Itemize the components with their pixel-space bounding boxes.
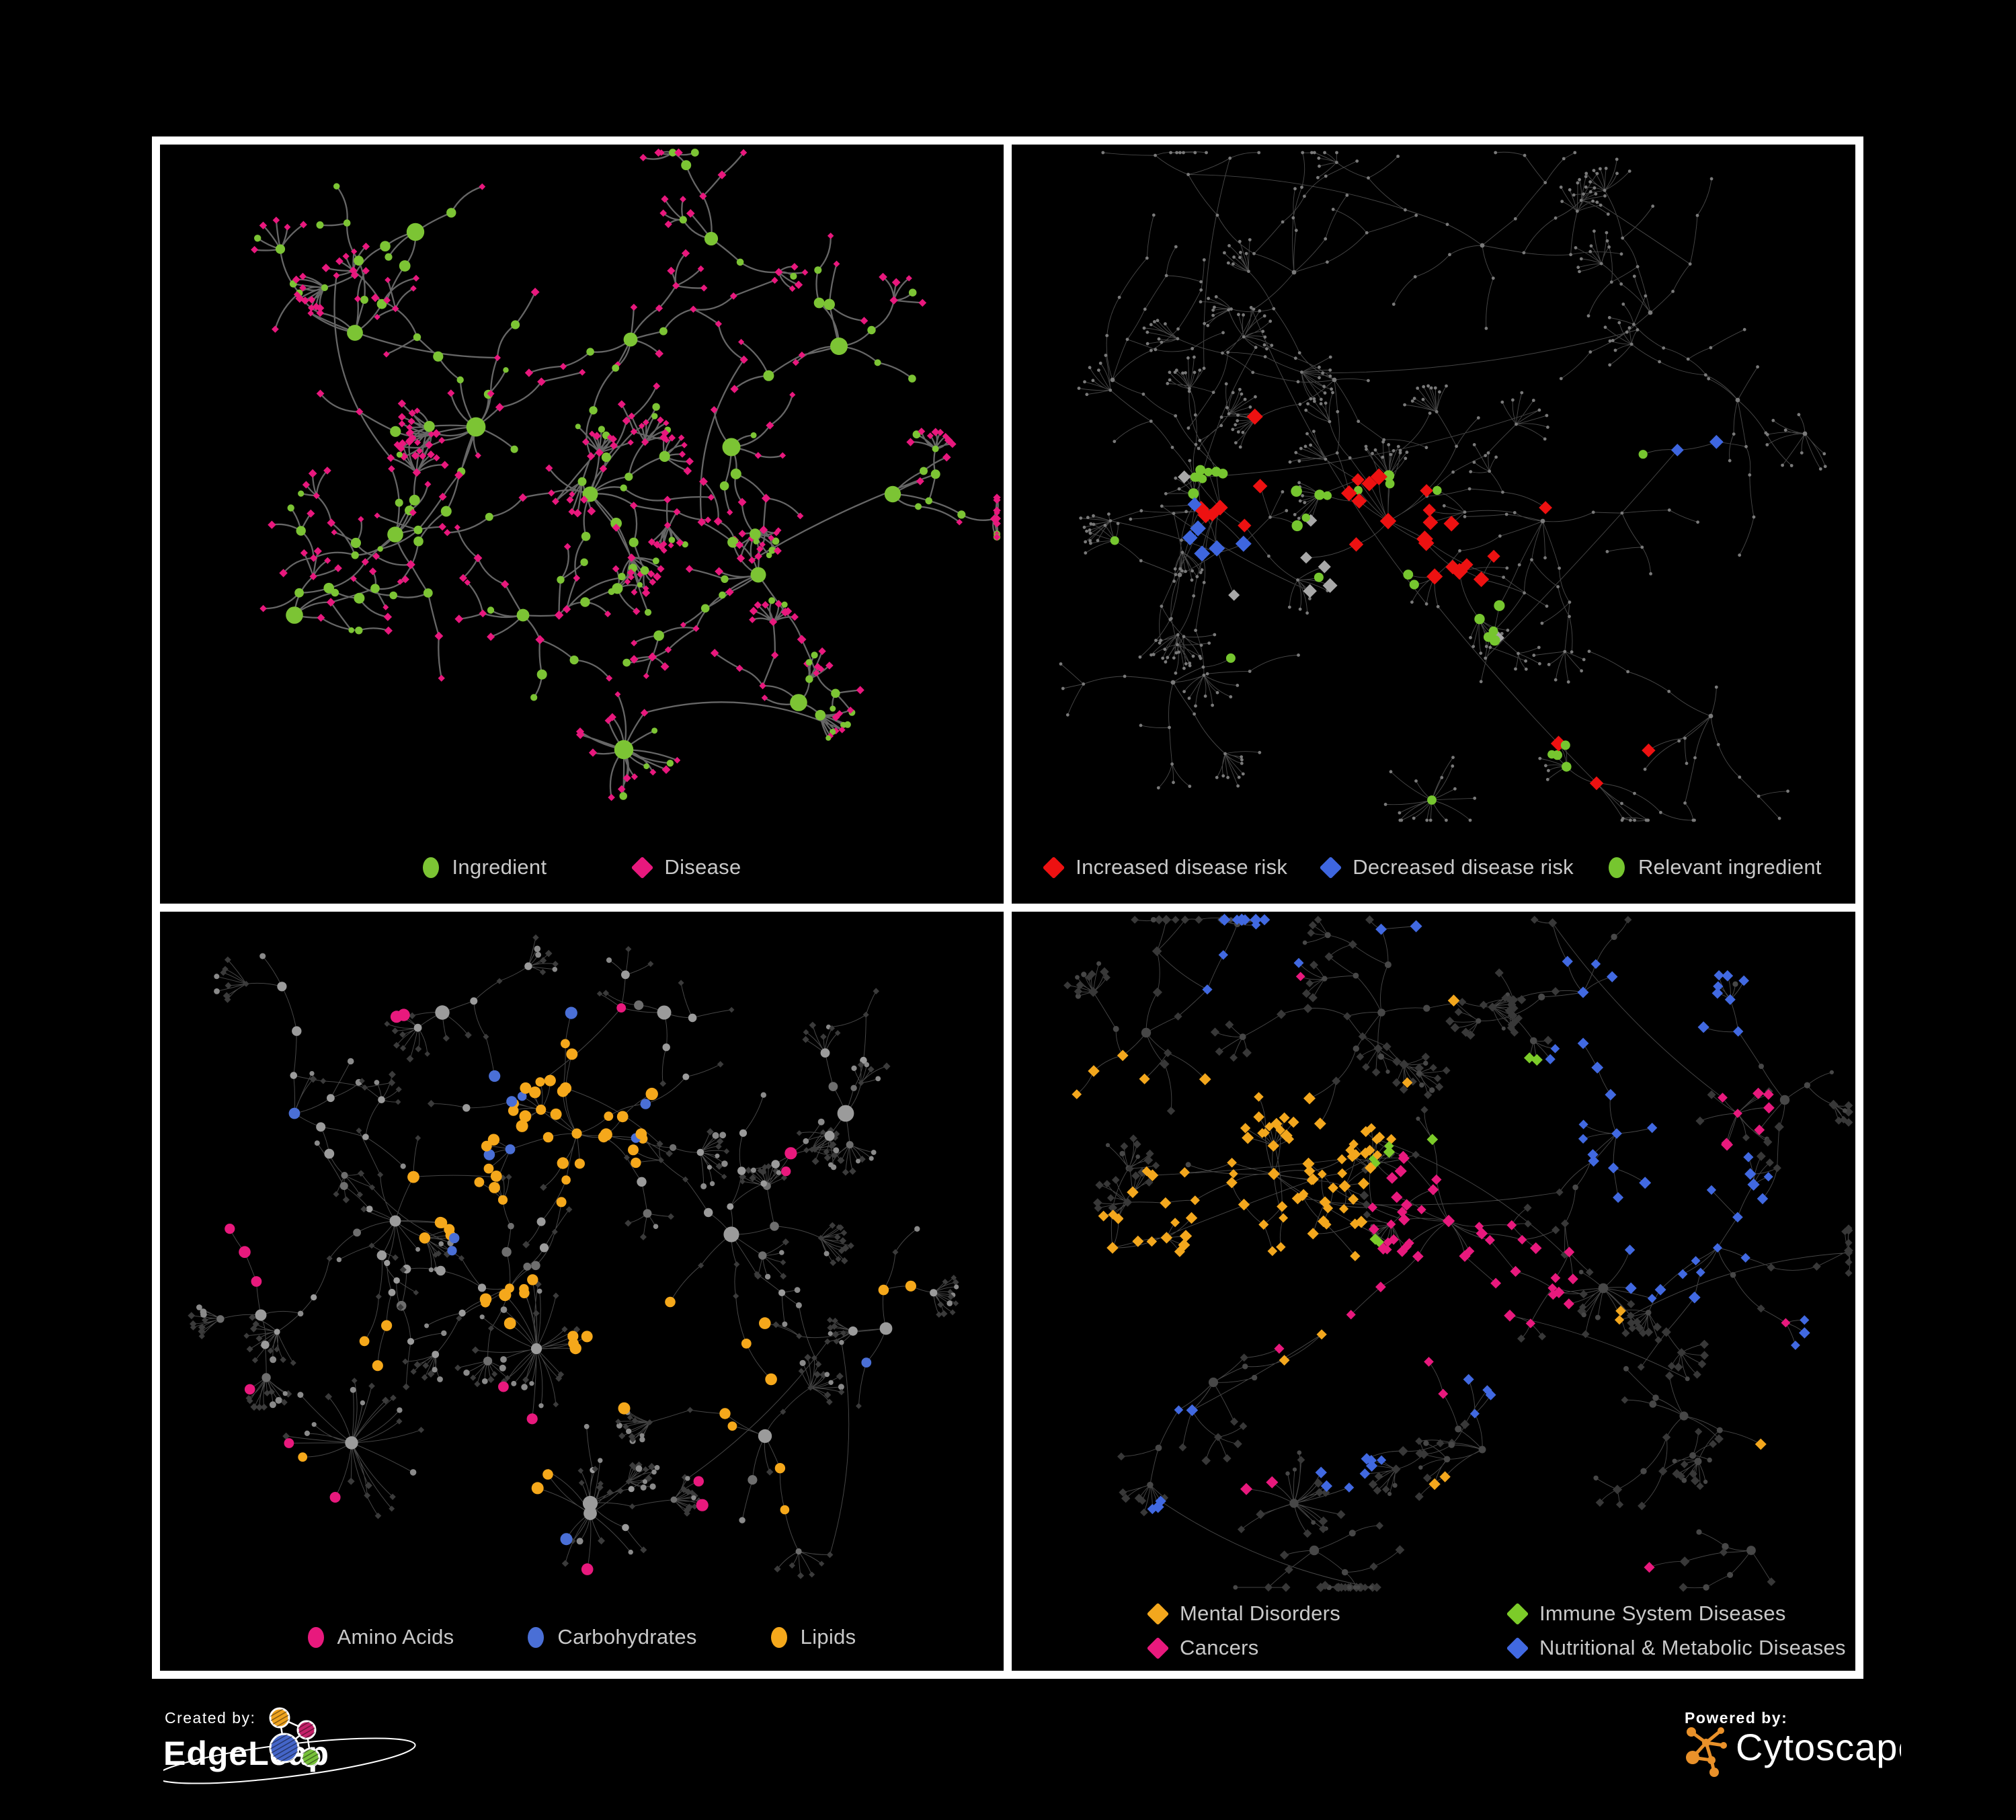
legend-label: Disease [664, 855, 741, 879]
legend-disease-risk: Increased disease risk Decreased disease… [1012, 855, 1855, 879]
legend-item-lipids: Lipids [770, 1625, 856, 1649]
panel-disease-risk: Increased disease risk Decreased disease… [1008, 141, 1859, 908]
legend-label: Mental Disorders [1180, 1601, 1341, 1625]
metabolic-diseases-marker [1506, 1636, 1529, 1659]
legend-item-mental-disorders: Mental Disorders [1146, 1601, 1509, 1626]
powered-by-block: Powered by: Cytoscape [1685, 1709, 1901, 1777]
disease-marker [631, 856, 654, 879]
legend-ingredient-disease: Ingredient Disease [160, 855, 1004, 879]
disease-risk-network-graph [1059, 151, 1827, 822]
nutrient-categories-network-graph [188, 934, 959, 1579]
legend-item-cancers: Cancers [1146, 1636, 1509, 1660]
legend-label: Relevant ingredient [1638, 855, 1822, 879]
legend-label: Carbohydrates [557, 1625, 697, 1649]
legend-item-amino-acids: Amino Acids [307, 1625, 454, 1649]
legend-item-disease: Disease [631, 855, 741, 879]
cancers-marker [1146, 1636, 1170, 1659]
legend-label: Immune System Diseases [1539, 1601, 1786, 1625]
legend-disease-categories: Mental Disorders Immune System Diseases … [1146, 1601, 1846, 1660]
cytoscape-wordmark: Cytoscape [1736, 1726, 1901, 1768]
legend-label: Increased disease risk [1076, 855, 1288, 879]
legend-label: Cancers [1180, 1636, 1259, 1659]
legend-item-relevant-ingredient: Relevant ingredient [1609, 855, 1822, 879]
relevant-ingredient-marker [1609, 857, 1625, 878]
disease-categories-network-graph [1063, 913, 1853, 1592]
figure-grid: Ingredient Disease Increased disease ris… [152, 136, 1863, 1679]
ingredient-disease-network-graph [251, 148, 1001, 801]
powered-by-label: Powered by: [1685, 1709, 1787, 1727]
legend-item-immune-diseases: Immune System Diseases [1506, 1601, 1846, 1626]
immune-diseases-marker [1506, 1602, 1529, 1625]
mental-disorders-marker [1146, 1602, 1170, 1625]
panel-disease-categories: Mental Disorders Immune System Diseases … [1008, 908, 1859, 1675]
legend-label: Decreased disease risk [1353, 855, 1574, 879]
increased-risk-marker [1042, 856, 1065, 879]
ingredient-marker [422, 857, 439, 878]
legend-label: Amino Acids [337, 1625, 454, 1649]
amino-acids-marker [307, 1626, 324, 1648]
panel-ingredient-disease: Ingredient Disease [156, 141, 1008, 908]
legend-label: Nutritional & Metabolic Diseases [1539, 1636, 1846, 1659]
legend-item-carbohydrates: Carbohydrates [528, 1625, 696, 1649]
created-by-label: Created by: [165, 1709, 255, 1727]
legend-item-ingredient: Ingredient [422, 855, 547, 879]
lipids-marker [770, 1626, 787, 1648]
legend-item-increased-risk: Increased disease risk [1042, 855, 1288, 879]
legend-label: Lipids [800, 1625, 856, 1649]
legend-nutrient-categories: Amino Acids Carbohydrates Lipids [160, 1625, 1004, 1649]
legend-item-decreased-risk: Decreased disease risk [1319, 855, 1574, 879]
carbohydrates-marker [528, 1626, 545, 1648]
panel-nutrient-categories: Amino Acids Carbohydrates Lipids [156, 908, 1008, 1675]
decreased-risk-marker [1319, 856, 1342, 879]
edgeleap-logo-nodes-icon [269, 1707, 321, 1768]
legend-label: Ingredient [452, 855, 547, 879]
created-by-block: Created by: EdgeLeap [163, 1707, 416, 1784]
legend-item-metabolic-diseases: Nutritional & Metabolic Diseases [1506, 1636, 1846, 1660]
cytoscape-logo-icon [1686, 1727, 1727, 1777]
